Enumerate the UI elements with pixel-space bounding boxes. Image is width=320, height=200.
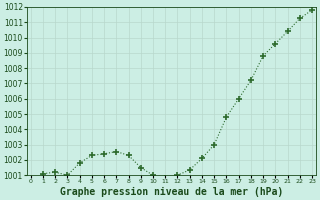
- X-axis label: Graphe pression niveau de la mer (hPa): Graphe pression niveau de la mer (hPa): [60, 186, 283, 197]
